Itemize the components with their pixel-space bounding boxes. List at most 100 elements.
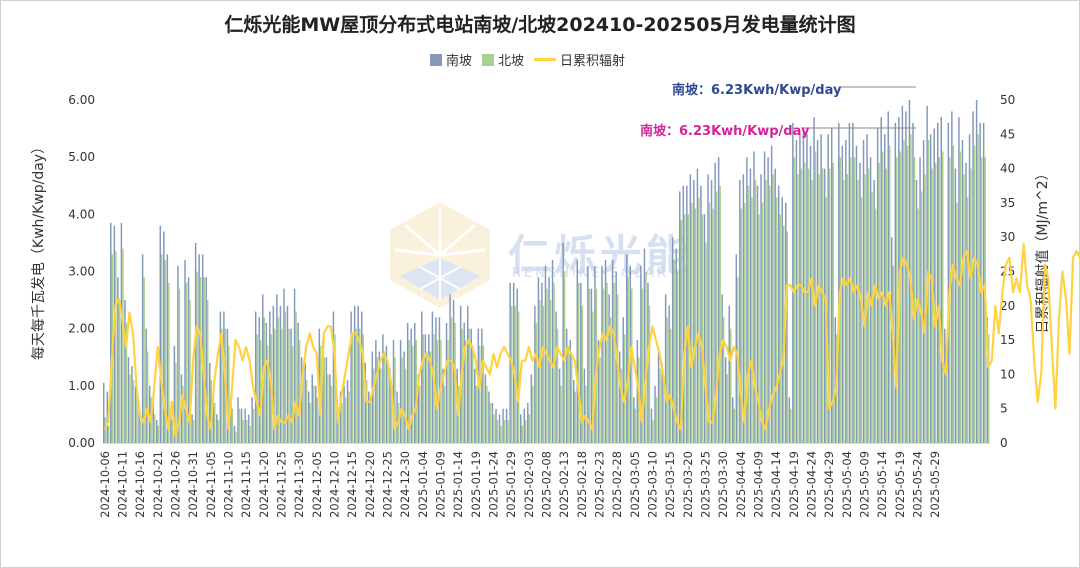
bar-south: [823, 168, 826, 443]
bar-north: [956, 202, 958, 443]
bar-north: [602, 288, 605, 443]
bar-south: [509, 282, 511, 443]
bar-north: [341, 402, 343, 443]
bar-south: [173, 345, 176, 443]
bar-north: [878, 162, 880, 443]
bar-south: [707, 174, 709, 444]
x-tick-label: 2025-02-13: [557, 451, 571, 518]
bar-south: [799, 134, 801, 444]
bar-north: [267, 345, 269, 443]
bar-south: [855, 145, 858, 443]
bar-south: [378, 351, 381, 443]
bar-south: [389, 368, 391, 443]
bar-north: [214, 402, 216, 443]
bar-south: [403, 351, 405, 443]
bar-south: [958, 117, 960, 444]
bar-north: [535, 322, 538, 443]
bar-north: [609, 317, 612, 443]
bar-south: [972, 111, 974, 443]
bar-north: [362, 334, 364, 443]
x-tick-label: 2025-05-24: [911, 451, 925, 518]
bar-south: [244, 408, 246, 443]
bar-north: [659, 368, 661, 443]
x-tick-label: 2025-03-15: [663, 451, 677, 518]
bar-south: [919, 157, 921, 443]
bar-north: [779, 214, 781, 443]
bar-south: [279, 305, 282, 443]
bar-north: [811, 180, 813, 444]
bar-south: [862, 140, 865, 443]
bar-south: [131, 365, 133, 443]
bar-north: [143, 277, 145, 443]
bar-south: [735, 254, 738, 443]
bar-north: [122, 248, 124, 443]
bar-south: [795, 140, 798, 443]
bar-north: [418, 385, 421, 443]
bar-north: [719, 185, 721, 443]
bar-south: [618, 351, 621, 443]
bar-north: [305, 380, 308, 443]
bar-north: [959, 151, 962, 443]
bar-north: [673, 260, 675, 443]
bar-north: [309, 402, 311, 443]
bar-north: [168, 282, 170, 443]
bar-north: [934, 162, 937, 443]
x-tick-label: 2024-11-05: [204, 451, 218, 518]
bar-south: [421, 311, 423, 443]
bar-south: [495, 408, 497, 443]
bar-north: [857, 180, 859, 444]
bar-south: [498, 414, 501, 443]
bar-south: [205, 277, 207, 443]
bar-south: [124, 300, 126, 443]
bar-south: [763, 151, 766, 443]
bar-north: [153, 414, 156, 443]
bar-south: [502, 408, 504, 443]
bar-north: [263, 317, 265, 443]
bar-north: [132, 380, 135, 443]
bar-north: [199, 277, 202, 443]
bar-south: [746, 157, 748, 443]
bar-north: [804, 162, 806, 443]
bar-south: [544, 265, 547, 443]
x-tick-label: 2025-01-29: [504, 451, 518, 518]
bar-north: [411, 345, 414, 443]
bar-south: [240, 408, 243, 443]
bar-south: [534, 305, 536, 443]
bar-north: [235, 431, 237, 443]
bar-north: [387, 362, 389, 443]
bar-north: [390, 385, 393, 443]
bar-south: [852, 122, 854, 443]
legend-swatch-radiation: [534, 58, 557, 61]
bar-south: [873, 180, 875, 444]
bar-north: [401, 357, 403, 443]
bar-south: [760, 174, 762, 444]
bar-south: [413, 322, 416, 443]
bar-south: [880, 117, 882, 444]
bar-south: [901, 105, 904, 443]
bar-north: [539, 300, 541, 443]
bar-north: [118, 300, 121, 443]
x-tick-label: 2025-04-04: [734, 451, 748, 518]
bar-south: [965, 162, 967, 443]
bar-south: [604, 260, 607, 443]
bar-north: [443, 385, 446, 443]
bar-north: [312, 385, 315, 443]
bar-north: [532, 385, 534, 443]
bar-north: [927, 140, 930, 443]
y2-tick-label: 20: [1000, 299, 1015, 313]
bar-north: [708, 202, 711, 443]
bar-north: [192, 420, 195, 443]
bar-north: [726, 374, 728, 443]
bar-south: [247, 414, 250, 443]
x-tick-label: 2025-04-19: [787, 451, 801, 518]
bar-south: [703, 214, 706, 443]
bar-north: [821, 168, 824, 443]
bar-south: [940, 117, 943, 444]
y-tick-label: 3.00: [68, 265, 95, 279]
bar-south: [396, 391, 398, 443]
bar-north: [203, 277, 205, 443]
bar-south: [714, 162, 716, 443]
bar-south: [590, 288, 593, 443]
bar-north: [567, 345, 569, 443]
bar-south: [573, 380, 575, 443]
